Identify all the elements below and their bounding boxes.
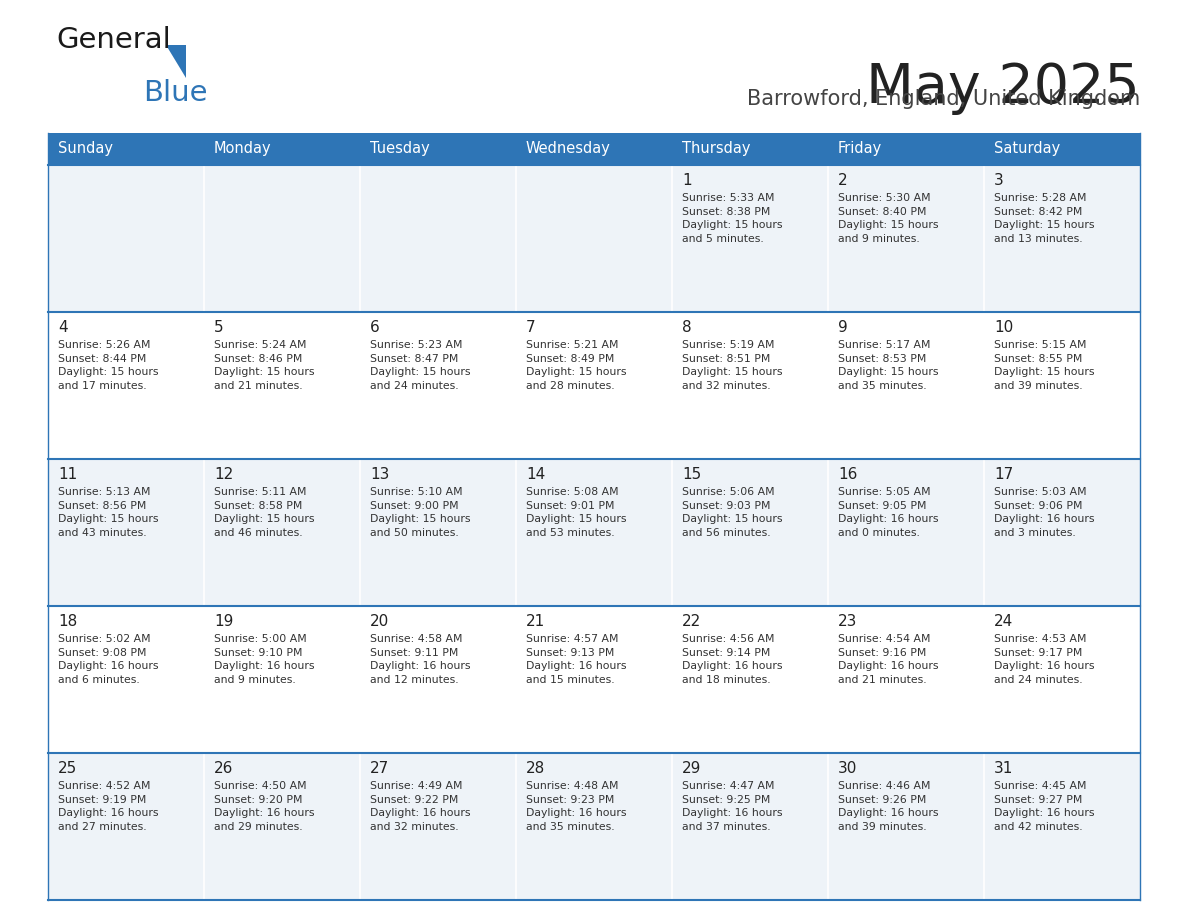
Text: Wednesday: Wednesday: [526, 141, 611, 156]
Text: Sunrise: 5:28 AM
Sunset: 8:42 PM
Daylight: 15 hours
and 13 minutes.: Sunrise: 5:28 AM Sunset: 8:42 PM Dayligh…: [994, 193, 1094, 244]
Text: Sunrise: 4:46 AM
Sunset: 9:26 PM
Daylight: 16 hours
and 39 minutes.: Sunrise: 4:46 AM Sunset: 9:26 PM Dayligh…: [838, 781, 939, 832]
Text: 4: 4: [58, 320, 68, 335]
Text: Sunrise: 4:57 AM
Sunset: 9:13 PM
Daylight: 16 hours
and 15 minutes.: Sunrise: 4:57 AM Sunset: 9:13 PM Dayligh…: [526, 634, 626, 685]
Text: 20: 20: [369, 614, 390, 629]
Text: Friday: Friday: [838, 141, 883, 156]
Bar: [828, 133, 984, 165]
Text: 9: 9: [838, 320, 848, 335]
Text: 24: 24: [994, 614, 1013, 629]
Text: Sunrise: 5:24 AM
Sunset: 8:46 PM
Daylight: 15 hours
and 21 minutes.: Sunrise: 5:24 AM Sunset: 8:46 PM Dayligh…: [214, 340, 315, 391]
Text: 7: 7: [526, 320, 536, 335]
Text: Sunrise: 5:33 AM
Sunset: 8:38 PM
Daylight: 15 hours
and 5 minutes.: Sunrise: 5:33 AM Sunset: 8:38 PM Dayligh…: [682, 193, 783, 244]
Text: Sunrise: 5:06 AM
Sunset: 9:03 PM
Daylight: 15 hours
and 56 minutes.: Sunrise: 5:06 AM Sunset: 9:03 PM Dayligh…: [682, 487, 783, 538]
Text: 31: 31: [994, 761, 1013, 776]
Text: 19: 19: [214, 614, 233, 629]
Text: 13: 13: [369, 467, 390, 482]
Text: Sunrise: 5:00 AM
Sunset: 9:10 PM
Daylight: 16 hours
and 9 minutes.: Sunrise: 5:00 AM Sunset: 9:10 PM Dayligh…: [214, 634, 315, 685]
Text: Sunrise: 5:10 AM
Sunset: 9:00 PM
Daylight: 15 hours
and 50 minutes.: Sunrise: 5:10 AM Sunset: 9:00 PM Dayligh…: [369, 487, 470, 538]
Text: Sunday: Sunday: [58, 141, 113, 156]
Text: 8: 8: [682, 320, 691, 335]
Bar: [516, 133, 672, 165]
Text: 21: 21: [526, 614, 545, 629]
Bar: [48, 165, 1140, 312]
Text: Sunrise: 5:11 AM
Sunset: 8:58 PM
Daylight: 15 hours
and 46 minutes.: Sunrise: 5:11 AM Sunset: 8:58 PM Dayligh…: [214, 487, 315, 538]
Text: Sunrise: 4:50 AM
Sunset: 9:20 PM
Daylight: 16 hours
and 29 minutes.: Sunrise: 4:50 AM Sunset: 9:20 PM Dayligh…: [214, 781, 315, 832]
Text: 30: 30: [838, 761, 858, 776]
Text: Sunrise: 5:05 AM
Sunset: 9:05 PM
Daylight: 16 hours
and 0 minutes.: Sunrise: 5:05 AM Sunset: 9:05 PM Dayligh…: [838, 487, 939, 538]
Text: Sunrise: 5:13 AM
Sunset: 8:56 PM
Daylight: 15 hours
and 43 minutes.: Sunrise: 5:13 AM Sunset: 8:56 PM Dayligh…: [58, 487, 158, 538]
Text: 3: 3: [994, 173, 1004, 188]
Text: General: General: [56, 26, 171, 54]
Text: 5: 5: [214, 320, 223, 335]
Text: Sunrise: 5:26 AM
Sunset: 8:44 PM
Daylight: 15 hours
and 17 minutes.: Sunrise: 5:26 AM Sunset: 8:44 PM Dayligh…: [58, 340, 158, 391]
Bar: [204, 133, 360, 165]
Text: Sunrise: 5:21 AM
Sunset: 8:49 PM
Daylight: 15 hours
and 28 minutes.: Sunrise: 5:21 AM Sunset: 8:49 PM Dayligh…: [526, 340, 626, 391]
Text: 25: 25: [58, 761, 77, 776]
Text: Sunrise: 4:54 AM
Sunset: 9:16 PM
Daylight: 16 hours
and 21 minutes.: Sunrise: 4:54 AM Sunset: 9:16 PM Dayligh…: [838, 634, 939, 685]
Text: Sunrise: 4:52 AM
Sunset: 9:19 PM
Daylight: 16 hours
and 27 minutes.: Sunrise: 4:52 AM Sunset: 9:19 PM Dayligh…: [58, 781, 158, 832]
Bar: [672, 133, 828, 165]
Text: Blue: Blue: [143, 79, 208, 107]
Text: 22: 22: [682, 614, 701, 629]
Text: 27: 27: [369, 761, 390, 776]
Text: Sunrise: 5:03 AM
Sunset: 9:06 PM
Daylight: 16 hours
and 3 minutes.: Sunrise: 5:03 AM Sunset: 9:06 PM Dayligh…: [994, 487, 1094, 538]
Bar: [360, 133, 516, 165]
Text: 29: 29: [682, 761, 701, 776]
Text: Sunrise: 4:45 AM
Sunset: 9:27 PM
Daylight: 16 hours
and 42 minutes.: Sunrise: 4:45 AM Sunset: 9:27 PM Dayligh…: [994, 781, 1094, 832]
Bar: [48, 606, 1140, 753]
Text: Sunrise: 5:19 AM
Sunset: 8:51 PM
Daylight: 15 hours
and 32 minutes.: Sunrise: 5:19 AM Sunset: 8:51 PM Dayligh…: [682, 340, 783, 391]
Text: 28: 28: [526, 761, 545, 776]
Text: 15: 15: [682, 467, 701, 482]
Bar: [48, 753, 1140, 900]
Text: Tuesday: Tuesday: [369, 141, 430, 156]
Text: 12: 12: [214, 467, 233, 482]
Text: Sunrise: 4:48 AM
Sunset: 9:23 PM
Daylight: 16 hours
and 35 minutes.: Sunrise: 4:48 AM Sunset: 9:23 PM Dayligh…: [526, 781, 626, 832]
Text: 10: 10: [994, 320, 1013, 335]
Text: 14: 14: [526, 467, 545, 482]
Text: Sunrise: 5:17 AM
Sunset: 8:53 PM
Daylight: 15 hours
and 35 minutes.: Sunrise: 5:17 AM Sunset: 8:53 PM Dayligh…: [838, 340, 939, 391]
Text: Barrowford, England, United Kingdom: Barrowford, England, United Kingdom: [747, 89, 1140, 109]
Polygon shape: [166, 45, 187, 78]
Text: 6: 6: [369, 320, 380, 335]
Text: 2: 2: [838, 173, 847, 188]
Text: Sunrise: 4:49 AM
Sunset: 9:22 PM
Daylight: 16 hours
and 32 minutes.: Sunrise: 4:49 AM Sunset: 9:22 PM Dayligh…: [369, 781, 470, 832]
Text: Sunrise: 4:58 AM
Sunset: 9:11 PM
Daylight: 16 hours
and 12 minutes.: Sunrise: 4:58 AM Sunset: 9:11 PM Dayligh…: [369, 634, 470, 685]
Text: Sunrise: 5:02 AM
Sunset: 9:08 PM
Daylight: 16 hours
and 6 minutes.: Sunrise: 5:02 AM Sunset: 9:08 PM Dayligh…: [58, 634, 158, 685]
Text: Thursday: Thursday: [682, 141, 751, 156]
Text: Sunrise: 5:08 AM
Sunset: 9:01 PM
Daylight: 15 hours
and 53 minutes.: Sunrise: 5:08 AM Sunset: 9:01 PM Dayligh…: [526, 487, 626, 538]
Text: Sunrise: 4:47 AM
Sunset: 9:25 PM
Daylight: 16 hours
and 37 minutes.: Sunrise: 4:47 AM Sunset: 9:25 PM Dayligh…: [682, 781, 783, 832]
Text: 1: 1: [682, 173, 691, 188]
Bar: [48, 459, 1140, 606]
Text: Sunrise: 4:56 AM
Sunset: 9:14 PM
Daylight: 16 hours
and 18 minutes.: Sunrise: 4:56 AM Sunset: 9:14 PM Dayligh…: [682, 634, 783, 685]
Text: 26: 26: [214, 761, 233, 776]
Text: Monday: Monday: [214, 141, 272, 156]
Text: Sunrise: 4:53 AM
Sunset: 9:17 PM
Daylight: 16 hours
and 24 minutes.: Sunrise: 4:53 AM Sunset: 9:17 PM Dayligh…: [994, 634, 1094, 685]
Bar: [48, 312, 1140, 459]
Text: 11: 11: [58, 467, 77, 482]
Text: Sunrise: 5:30 AM
Sunset: 8:40 PM
Daylight: 15 hours
and 9 minutes.: Sunrise: 5:30 AM Sunset: 8:40 PM Dayligh…: [838, 193, 939, 244]
Text: May 2025: May 2025: [866, 61, 1140, 115]
Bar: [48, 133, 204, 165]
Bar: [984, 133, 1140, 165]
Text: Sunrise: 5:15 AM
Sunset: 8:55 PM
Daylight: 15 hours
and 39 minutes.: Sunrise: 5:15 AM Sunset: 8:55 PM Dayligh…: [994, 340, 1094, 391]
Text: 23: 23: [838, 614, 858, 629]
Text: Saturday: Saturday: [994, 141, 1060, 156]
Text: 16: 16: [838, 467, 858, 482]
Text: 17: 17: [994, 467, 1013, 482]
Text: Sunrise: 5:23 AM
Sunset: 8:47 PM
Daylight: 15 hours
and 24 minutes.: Sunrise: 5:23 AM Sunset: 8:47 PM Dayligh…: [369, 340, 470, 391]
Text: 18: 18: [58, 614, 77, 629]
